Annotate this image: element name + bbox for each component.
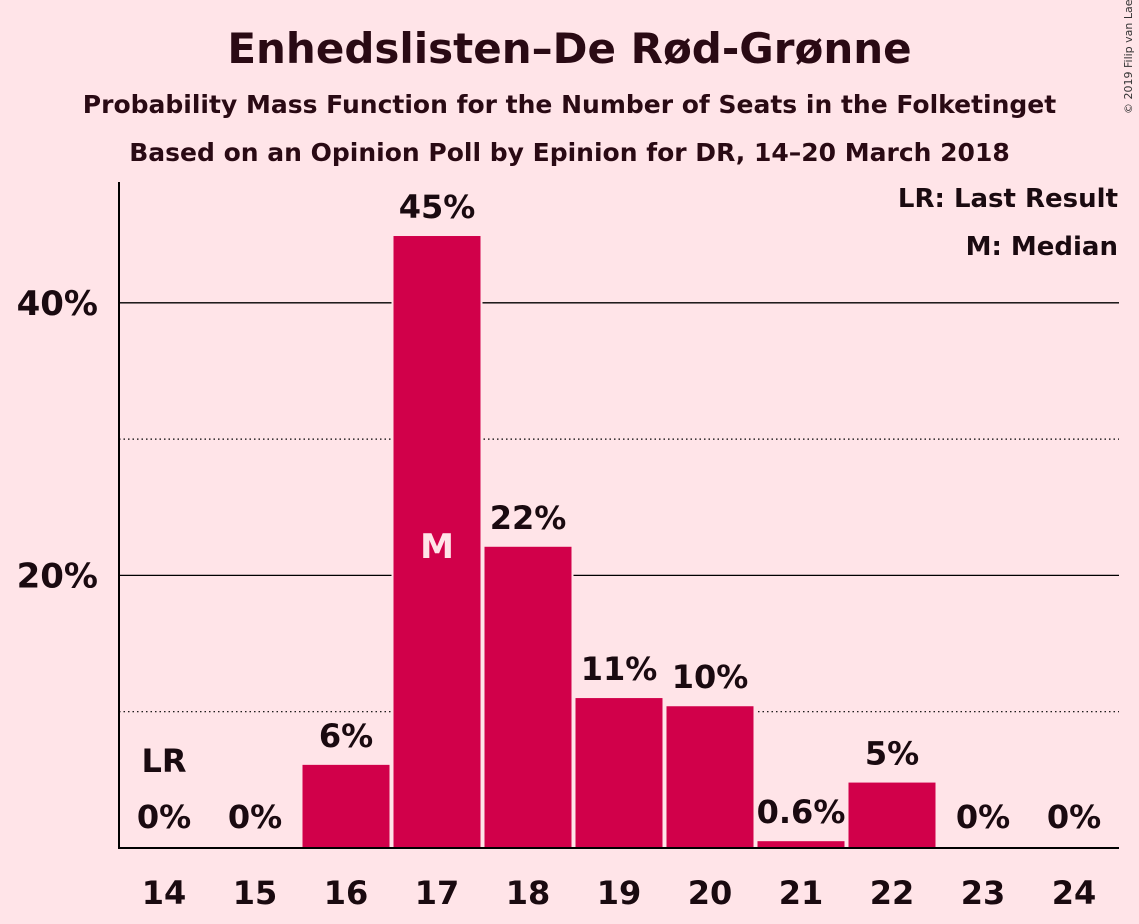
y-tick-label: 40% [17,284,98,324]
bar-19 [575,698,663,848]
x-tick-label: 22 [870,874,915,912]
bar-16 [302,764,390,848]
legend-median: M: Median [965,232,1118,262]
bar-18 [484,546,572,848]
value-label: 5% [865,735,919,773]
x-tick-label: 23 [961,874,1006,912]
y-tick-label: 20% [17,556,98,596]
median-marker: M [420,527,454,567]
last-result-marker: LR [141,742,186,780]
chart-subtitle: Probability Mass Function for the Number… [82,90,1057,119]
chart-source-line: Based on an Opinion Poll by Epinion for … [129,138,1010,167]
bar-20 [666,706,754,848]
bars-layer [300,234,938,848]
bar-21 [757,841,845,848]
x-tick-label: 14 [142,874,187,912]
value-label: 0.6% [757,793,846,831]
value-label: 0% [956,798,1010,836]
value-label: 45% [399,188,476,226]
value-label: 6% [319,717,373,755]
axis-layer: 20% 40% 14 15 16 17 18 19 20 21 22 23 24 [17,182,1119,912]
chart-title: Enhedslisten–De Rød-Grønne [227,24,912,73]
x-tick-label: 18 [506,874,551,912]
value-label: 0% [1047,798,1101,836]
x-tick-label: 21 [779,874,824,912]
labels-layer: 0% LR 0% 6% 45% M 22% 11% 10% 0.6% 5% 0% 0% [137,188,1101,836]
value-label: 0% [137,798,191,836]
x-tick-label: 15 [233,874,278,912]
bar-22 [848,782,936,848]
x-tick-label: 17 [415,874,460,912]
value-label: 10% [672,658,749,696]
bar-17 [393,236,481,848]
value-label: 11% [581,650,658,688]
value-label: 22% [490,499,567,537]
x-tick-label: 20 [688,874,733,912]
x-tick-label: 24 [1052,874,1097,912]
value-label: 0% [228,798,282,836]
x-tick-label: 19 [597,874,642,912]
legend-last-result: LR: Last Result [897,184,1118,214]
x-tick-label: 16 [324,874,369,912]
